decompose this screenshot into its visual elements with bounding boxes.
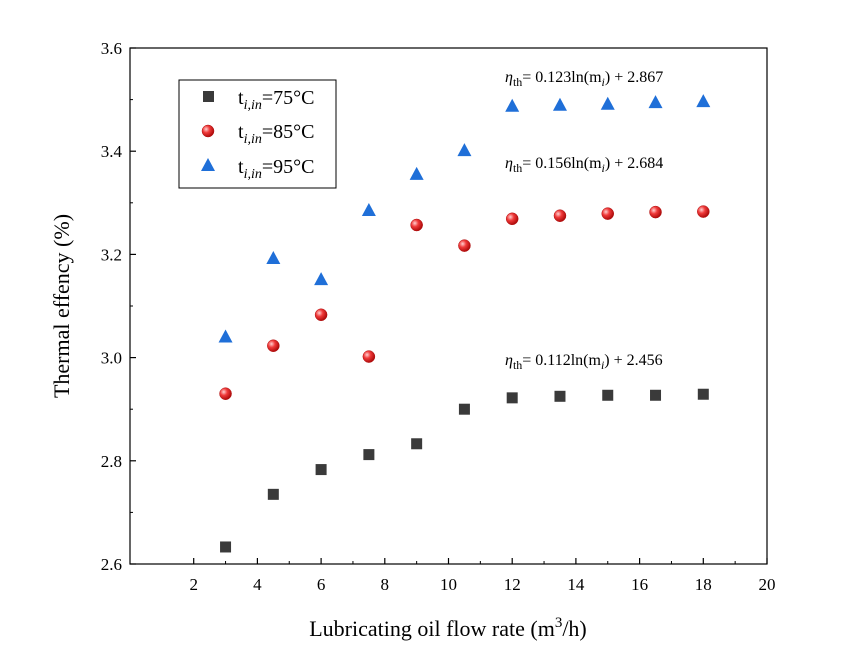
data-point-triangle [552, 97, 567, 111]
x-tick-label: 10 [440, 575, 457, 594]
legend-label-75: ti,in=75°C [238, 87, 314, 113]
x-tick-label: 2 [189, 575, 198, 594]
y-tick-label: 3.2 [101, 245, 122, 264]
data-point-circle [458, 239, 471, 252]
fit-annotation-75-text-sub: i [601, 358, 604, 372]
y-tick-label: 3.0 [101, 349, 122, 368]
x-axis-title-main: Lubricating oil flow rate (m [309, 616, 555, 641]
x-tick-label: 14 [567, 575, 585, 594]
fit-annotation-95-text-sub: i [602, 75, 605, 89]
data-point-triangle [648, 95, 663, 109]
data-point-square [267, 488, 279, 500]
data-point-square [411, 438, 423, 450]
fit-annotation-85-eta-sub: th [513, 161, 522, 175]
data-point-circle [410, 218, 423, 232]
legend-label-75-base: t [238, 87, 244, 109]
fit-annotation-75-text2: ) + 2.456 [604, 352, 662, 369]
data-point-square [220, 541, 232, 553]
data-point-circle [362, 350, 376, 363]
data-point-circle [601, 207, 614, 220]
fit-annotation-85-text1: = 0.156ln(m [522, 155, 602, 172]
x-axis-title: Lubricating oil flow rate (m3/h) [309, 615, 587, 641]
data-point-circle [314, 308, 328, 322]
x-axis-title-tail: /h) [562, 616, 586, 641]
data-point-circle [267, 339, 280, 352]
data-point-circle [649, 205, 662, 219]
data-point-square [506, 392, 518, 404]
y-axis-title: Thermal effency (%) [49, 214, 74, 398]
fit-annotation-85-text-sub: i [602, 161, 605, 175]
legend-marker-95 [201, 158, 215, 171]
legend-label-85: ti,in=85°C [238, 121, 314, 147]
fit-annotation-75-eta-sub: th [513, 358, 522, 372]
fit-annotation-95: ηth= 0.123ln(mi) + 2.867 [505, 69, 663, 89]
x-tick-label: 6 [317, 575, 326, 594]
data-point-triangle [314, 272, 329, 286]
data-point-triangle [457, 143, 472, 157]
data-point-square [602, 389, 614, 401]
fit-annotation-75-text1: = 0.112ln(m [522, 352, 601, 369]
data-point-square [650, 389, 662, 401]
data-point-triangle [409, 166, 424, 180]
x-tick-label: 16 [631, 575, 648, 594]
data-point-square [458, 403, 470, 415]
fit-annotation-75: ηth= 0.112ln(mi) + 2.456 [505, 352, 663, 372]
legend-marker-75 [203, 91, 214, 102]
fit-annotation-95-eta: η [505, 69, 513, 86]
data-point-square [315, 464, 327, 476]
legend-label-95-tail: =95°C [262, 156, 315, 178]
data-point-triangle [696, 94, 711, 108]
data-point-triangle [218, 329, 233, 343]
legend-label-95: ti,in=95°C [238, 156, 314, 182]
data-point-triangle [600, 96, 615, 110]
legend-label-85-base: t [238, 121, 244, 143]
data-point-square [363, 449, 375, 461]
x-tick-label: 12 [504, 575, 521, 594]
data-point-square [554, 390, 566, 402]
fit-annotation-95-eta-sub: th [513, 75, 522, 89]
legend-label-85-tail: =85°C [262, 121, 315, 143]
fit-annotation-85: ηth= 0.156ln(mi) + 2.684 [505, 155, 663, 175]
legend-label-85-sub: i,in [244, 132, 262, 147]
legend-label-95-sub: i,in [244, 167, 262, 182]
legend-label-75-sub: i,in [244, 98, 262, 113]
data-point-triangle [505, 98, 520, 112]
x-tick-label: 18 [695, 575, 712, 594]
fit-annotation-85-eta: η [505, 155, 513, 172]
x-axis: 2 4 6 8 10 12 14 16 18 20 [189, 558, 776, 594]
y-tick-label: 2.6 [101, 555, 122, 574]
data-point-square [697, 388, 709, 400]
data-point-triangle [361, 203, 376, 217]
legend-marker-85 [201, 124, 215, 138]
data-point-triangle [266, 251, 281, 265]
x-tick-label: 8 [381, 575, 390, 594]
data-point-circle [219, 387, 232, 400]
x-axis-title-sup: 3 [555, 615, 563, 631]
data-points [218, 94, 711, 553]
legend-label-75-tail: =75°C [262, 87, 315, 109]
fit-annotation-75-eta: η [505, 352, 513, 369]
y-tick-label: 2.8 [101, 452, 122, 471]
y-tick-label: 3.6 [101, 39, 122, 58]
legend: ti,in=75°C ti,in=85°C ti,in=95°C [178, 79, 337, 189]
legend-label-95-base: t [238, 156, 244, 178]
y-axis: 2.6 2.8 3.0 3.2 3.4 3.6 [101, 39, 136, 574]
data-point-circle [553, 209, 567, 222]
y-tick-label: 3.4 [101, 142, 123, 161]
data-point-circle [697, 205, 710, 218]
x-tick-label: 4 [253, 575, 262, 594]
data-point-circle [505, 212, 519, 226]
fit-annotation-95-text2: ) + 2.867 [605, 69, 663, 86]
x-tick-label: 20 [759, 575, 776, 594]
fit-annotation-85-text2: ) + 2.684 [605, 155, 663, 172]
fit-annotation-95-text1: = 0.123ln(m [522, 69, 602, 86]
